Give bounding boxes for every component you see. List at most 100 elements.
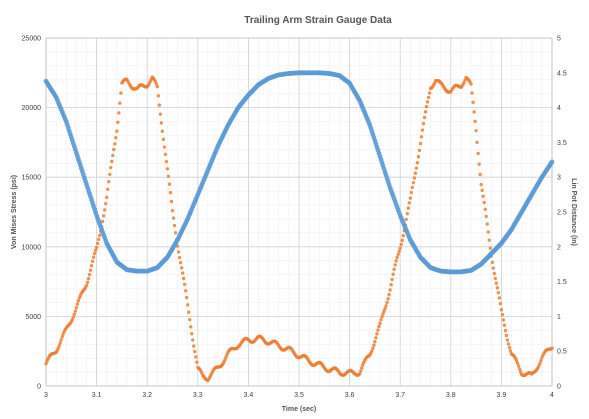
- stress-data-point: [358, 372, 362, 376]
- y2-axis-label: Lin Pot Distance (in): [570, 178, 577, 246]
- stress-data-point: [387, 292, 391, 297]
- stress-data-point: [475, 140, 479, 145]
- stress-data-point: [180, 271, 185, 275]
- stress-data-point: [58, 341, 62, 345]
- stress-data-point: [172, 223, 177, 228]
- stress-data-point: [389, 283, 393, 287]
- stress-data-point: [423, 110, 428, 114]
- stress-data-point: [95, 241, 100, 246]
- stress-data-point: [71, 315, 76, 319]
- stress-data-point: [94, 245, 99, 250]
- stress-data-point: [497, 296, 502, 300]
- stress-data-point: [115, 129, 119, 133]
- stress-data-point: [508, 349, 513, 353]
- stress-data-point: [493, 276, 498, 281]
- stress-data-point: [195, 360, 199, 364]
- stress-data-point: [502, 323, 507, 327]
- stress-data-point: [480, 188, 484, 193]
- stress-data-point: [117, 111, 121, 115]
- stress-data-point: [111, 153, 115, 158]
- stress-data-point: [504, 333, 509, 338]
- stress-data-point: [514, 358, 519, 363]
- stress-data-point: [379, 318, 383, 322]
- stress-data-point: [382, 309, 386, 313]
- stress-data-point: [486, 230, 490, 234]
- stress-data-point: [76, 299, 81, 303]
- stress-data-point: [400, 238, 404, 243]
- stress-data-point: [395, 255, 399, 260]
- x-tick-label: 3.4: [244, 392, 254, 399]
- stress-data-point: [59, 338, 63, 342]
- stress-data-point: [168, 190, 173, 195]
- stress-data-point: [370, 349, 374, 353]
- stress-data-point: [424, 104, 429, 109]
- stress-data-point: [171, 216, 176, 220]
- stress-data-point: [484, 214, 488, 219]
- stress-data-point: [156, 94, 161, 98]
- stress-data-point: [113, 142, 117, 146]
- stress-data-point: [167, 182, 172, 186]
- stress-data-point: [481, 194, 485, 198]
- stress-data-point: [190, 331, 194, 336]
- stress-data-point: [503, 328, 508, 333]
- stress-data-point: [371, 346, 375, 351]
- stress-data-point: [60, 335, 64, 339]
- stress-data-point: [392, 267, 396, 272]
- stress-data-point: [498, 301, 503, 306]
- stress-data-point: [539, 359, 543, 363]
- stress-data-point: [192, 344, 196, 348]
- stress-data-point: [372, 343, 376, 347]
- y2-tick-label: 1: [557, 314, 561, 321]
- stress-data-point: [74, 305, 79, 310]
- stress-data-point: [410, 185, 415, 190]
- y-tick-label: 5000: [25, 314, 41, 321]
- stress-data-point: [164, 159, 169, 164]
- stress-data-point: [114, 135, 118, 140]
- stress-data-point: [182, 282, 187, 287]
- stress-data-point: [474, 128, 478, 133]
- stress-data-point: [159, 121, 164, 125]
- stress-data-point: [162, 145, 167, 149]
- stress-data-point: [397, 249, 401, 254]
- stress-data-point: [476, 151, 480, 156]
- x-tick-label: 3.3: [193, 392, 203, 399]
- x-tick-label: 3.6: [345, 392, 355, 399]
- stress-data-point: [507, 346, 512, 350]
- y2-tick-label: 2: [557, 244, 561, 251]
- stress-data-point: [409, 190, 414, 195]
- stress-data-point: [84, 283, 89, 288]
- stress-data-point: [154, 82, 159, 86]
- x-tick-label: 3.8: [446, 392, 456, 399]
- stress-data-point: [100, 219, 105, 224]
- stress-data-point: [173, 231, 178, 235]
- stress-data-point: [418, 141, 423, 146]
- stress-data-point: [490, 260, 494, 265]
- stress-data-point: [96, 237, 101, 242]
- stress-data-point: [496, 291, 501, 295]
- stress-data-point: [518, 370, 523, 374]
- stress-data-point: [361, 363, 365, 367]
- stress-data-point: [90, 259, 95, 264]
- stress-data-point: [375, 332, 379, 336]
- stress-data-point: [86, 277, 91, 281]
- y-tick-label: 25000: [22, 36, 42, 43]
- stress-data-point: [157, 103, 162, 107]
- stress-data-point: [408, 196, 413, 200]
- stress-data-point: [163, 152, 168, 157]
- stress-data-point: [416, 155, 421, 159]
- stress-data-point: [411, 180, 416, 185]
- stress-data-point: [483, 207, 487, 211]
- stress-data-point: [160, 129, 165, 133]
- stress-data-point: [479, 182, 483, 187]
- x-tick-label: 3.5: [294, 392, 304, 399]
- stress-data-point: [161, 137, 166, 142]
- y2-tick-label: 1.5: [557, 279, 567, 286]
- stress-data-point: [470, 91, 474, 95]
- stress-data-point: [495, 286, 500, 290]
- stress-data-point: [401, 234, 405, 238]
- series-layer: [43, 70, 555, 383]
- stress-data-point: [188, 317, 192, 322]
- stress-data-point: [406, 206, 410, 210]
- stress-data-point: [170, 209, 175, 213]
